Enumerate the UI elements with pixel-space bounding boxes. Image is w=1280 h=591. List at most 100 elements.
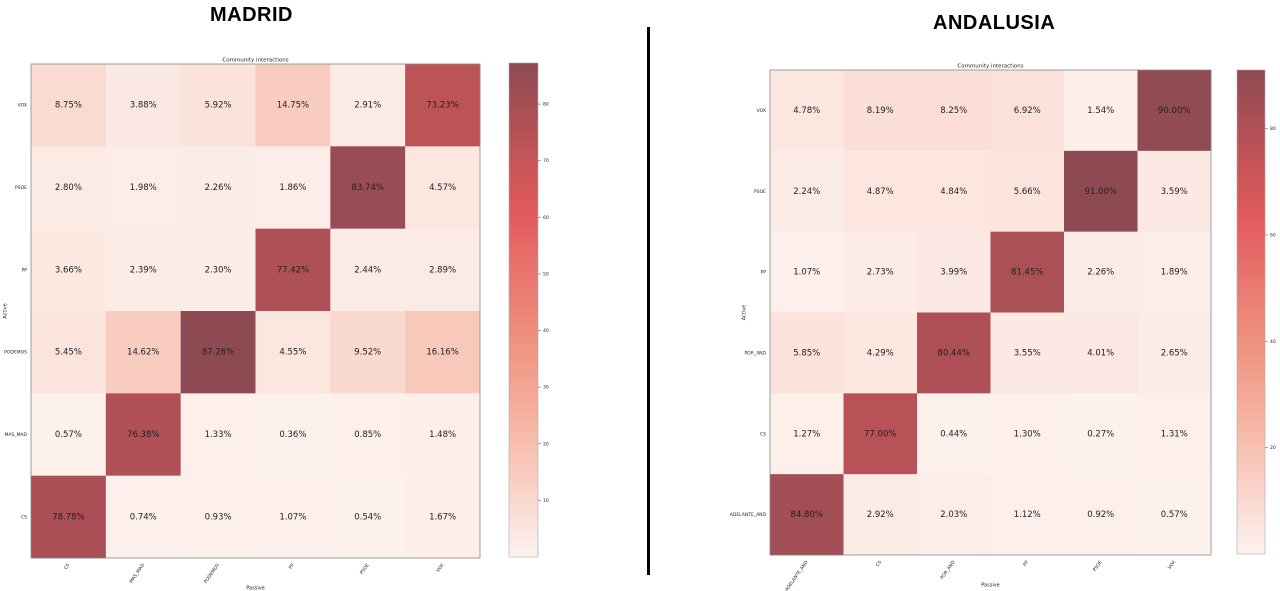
chart-title: Community interactions — [222, 58, 288, 64]
cell-label: 2.91% — [354, 101, 381, 111]
row-tick-label: MAS_MAD — [5, 432, 28, 438]
panel-divider — [647, 27, 650, 575]
cell-label: 3.88% — [130, 101, 157, 111]
colorbar-tick-label: 20 — [543, 441, 549, 447]
cell-label: 87.26% — [202, 348, 234, 358]
madrid-title: MADRID — [210, 4, 293, 26]
heatmap-cell — [105, 228, 181, 312]
row-tick-label: PP — [22, 267, 28, 273]
heatmap-cell — [105, 475, 181, 559]
heatmap-cell — [31, 228, 107, 312]
row-tick-label: VOX — [18, 103, 27, 109]
heatmap-cell — [180, 475, 256, 559]
row-tick-label: PSOE — [15, 185, 27, 191]
colorbar-tick-label: 70 — [543, 158, 549, 164]
cell-label: 2.30% — [205, 265, 232, 275]
heatmap-cell — [255, 311, 331, 394]
heatmap-cell — [31, 64, 107, 147]
cell-label: 1.33% — [205, 430, 232, 440]
colorbar-tick-label: 80 — [543, 102, 549, 108]
cell-label: 73.23% — [426, 101, 458, 111]
heatmap-cell — [330, 311, 406, 394]
cell-label: 1.86% — [279, 183, 306, 193]
heatmap-cell — [180, 64, 256, 147]
cell-label: 14.75% — [277, 101, 309, 111]
cell-label: 1.98% — [130, 183, 157, 193]
col-tick-label: VOX — [435, 563, 445, 574]
colorbar — [508, 62, 539, 558]
cell-label: 16.16% — [426, 348, 458, 358]
heatmap-cell — [180, 228, 256, 312]
cell-label: 76.38% — [127, 430, 159, 440]
cell-label: 9.52% — [354, 348, 381, 358]
heatmap-cell — [105, 64, 181, 147]
heatmap-cell — [31, 311, 107, 394]
cell-label: 0.74% — [130, 512, 157, 522]
heatmap-cell — [180, 146, 256, 229]
heatmap-cell — [31, 146, 107, 229]
x-axis-label: Passive — [246, 586, 265, 591]
cell-label: 1.67% — [429, 512, 456, 522]
cell-label: 83.74% — [352, 183, 384, 193]
heatmap-cell — [31, 393, 107, 476]
colorbar-tick-label: 10 — [543, 498, 549, 504]
cell-label: 77.42% — [277, 265, 309, 275]
cell-label: 5.92% — [205, 101, 232, 111]
heatmap-cell — [31, 475, 107, 559]
cell-label: 8.75% — [55, 101, 82, 111]
heatmap-cell — [330, 64, 406, 147]
cell-label: 78.78% — [52, 512, 84, 522]
heatmap-cell — [255, 475, 331, 559]
heatmap-cell — [180, 311, 256, 394]
heatmap-cell — [405, 64, 481, 147]
colorbar-tick-label: 50 — [543, 271, 549, 277]
row-tick-label: CS — [21, 514, 27, 520]
heatmap-cell — [255, 64, 331, 147]
cell-label: 2.39% — [130, 265, 157, 275]
col-tick-label: PP — [288, 562, 296, 570]
cell-label: 2.80% — [55, 183, 82, 193]
cell-label: 4.55% — [279, 348, 306, 358]
cell-label: 1.48% — [429, 430, 456, 440]
heatmap-cell — [180, 393, 256, 476]
andalusia-title: ANDALUSIA — [933, 12, 1056, 34]
heatmap-cell — [105, 393, 181, 476]
cell-label: 1.07% — [279, 512, 306, 522]
plot-frame — [30, 63, 481, 559]
cell-label: 4.57% — [429, 183, 456, 193]
heatmap-cell — [405, 311, 481, 394]
heatmap-cell — [405, 393, 481, 476]
heatmap-cell — [330, 228, 406, 312]
row-tick-label: PODEMOS — [4, 350, 27, 356]
heatmap-cell — [255, 228, 331, 312]
cell-label: 14.62% — [127, 348, 159, 358]
cell-label: 2.26% — [205, 183, 232, 193]
cell-label: 0.93% — [205, 512, 232, 522]
cell-label: 0.54% — [354, 512, 381, 522]
y-axis-label: Active — [3, 303, 9, 318]
heatmap-cell — [105, 146, 181, 229]
colorbar-tick-label: 40 — [543, 328, 549, 334]
heatmap-cell — [405, 146, 481, 229]
heatmap-cell — [255, 393, 331, 476]
heatmap-cell — [405, 475, 481, 559]
cell-label: 0.36% — [279, 430, 306, 440]
cell-label: 2.89% — [429, 265, 456, 275]
col-tick-label: PODEMOS — [203, 562, 221, 584]
cell-label: 2.44% — [354, 265, 381, 275]
colorbar-tick-label: 30 — [543, 385, 549, 391]
heatmap-cell — [330, 146, 406, 229]
colorbar-tick-label: 60 — [543, 215, 549, 221]
cell-label: 3.66% — [55, 265, 82, 275]
cell-label: 0.85% — [354, 430, 381, 440]
heatmap-cell — [405, 228, 481, 312]
heatmap-cell — [255, 146, 331, 229]
col-tick-label: MAS_MAD — [128, 562, 146, 584]
heatmap-cell — [330, 475, 406, 559]
cell-label: 5.45% — [55, 348, 82, 358]
col-tick-label: CS — [63, 562, 71, 570]
col-tick-label: PSOE — [359, 562, 371, 575]
cell-label: 0.57% — [55, 430, 82, 440]
heatmap-cell — [105, 311, 181, 394]
